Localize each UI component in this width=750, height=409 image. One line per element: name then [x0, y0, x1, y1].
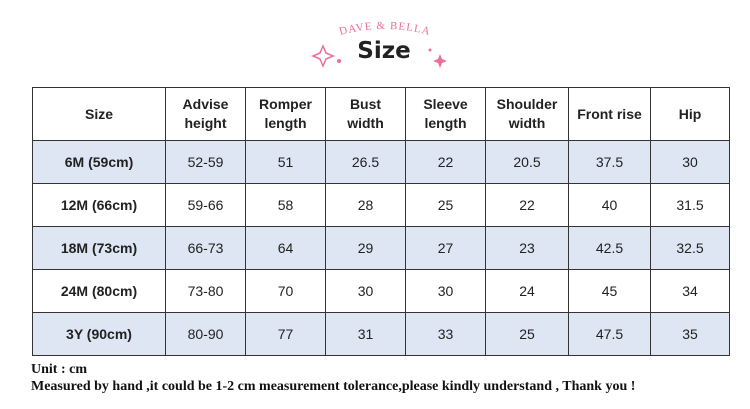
measure-cell: 25 [405, 183, 486, 227]
size-cell: 24M (80cm) [32, 269, 166, 313]
header-row: Size Advise height Romper length Bust width… [32, 87, 730, 141]
brand-text: DAVE & BELLA [338, 20, 431, 38]
column-header: Bust width [325, 87, 406, 141]
size-cell: 12M (66cm) [32, 183, 166, 227]
measure-cell: 31 [325, 312, 406, 356]
brand: DAVE & BELLA [338, 20, 432, 38]
measure-cell: 47.5 [568, 312, 651, 356]
size-cell: 3Y (90cm) [32, 312, 166, 356]
measure-cell: 66-73 [165, 226, 246, 270]
measure-cell: 28 [325, 183, 406, 227]
measure-cell: 33 [405, 312, 486, 356]
sparkle [311, 44, 335, 68]
measure-cell: 80-90 [165, 312, 246, 356]
measure-cell: 45 [568, 269, 651, 313]
sparkle [433, 54, 447, 68]
measure-cell: 37.5 [568, 140, 651, 184]
tolerance-note: Measured by hand ,it could be 1-2 cm mea… [31, 379, 636, 394]
measure-cell: 22 [405, 140, 486, 184]
measure-cell: 30 [650, 140, 730, 184]
measure-cell: 34 [650, 269, 730, 313]
measure-cell: 64 [245, 226, 326, 270]
measure-cell: 40 [568, 183, 651, 227]
measure-cell: 42.5 [568, 226, 651, 270]
table-row: 3Y (90cm) 80-90 77 31 33 25 47.5 35 [32, 312, 730, 356]
measure-cell: 73-80 [165, 269, 246, 313]
measure-cell: 32.5 [650, 226, 730, 270]
table-row: 12M (66cm) 59-66 58 28 25 22 40 31.5 [32, 183, 730, 227]
unit-note: Unit : cm [31, 362, 87, 377]
column-header: Shoulder width [485, 87, 569, 141]
measure-cell: 26.5 [325, 140, 406, 184]
table-row: 6M (59cm) 52-59 51 26.5 22 20.5 37.5 30 [32, 140, 730, 184]
sparkle-dot [337, 59, 341, 63]
measure-cell: 35 [650, 312, 730, 356]
measure-cell: 25 [485, 312, 569, 356]
column-header: Front rise [568, 87, 651, 141]
measure-cell: 22 [485, 183, 569, 227]
table-row: 18M (73cm) 66-73 64 29 27 23 42.5 32.5 [32, 226, 730, 270]
measure-cell: 30 [325, 269, 406, 313]
measure-cell: 27 [405, 226, 486, 270]
title: Size [357, 38, 411, 64]
measure-cell: 70 [245, 269, 326, 313]
size-cell: 6M (59cm) [32, 140, 166, 184]
measure-cell: 52-59 [165, 140, 246, 184]
measure-cell: 51 [245, 140, 326, 184]
column-header: Advise height [165, 87, 246, 141]
measure-cell: 29 [325, 226, 406, 270]
column-header: Sleeve length [405, 87, 486, 141]
measure-cell: 30 [405, 269, 486, 313]
measure-cell: 24 [485, 269, 569, 313]
measure-cell: 77 [245, 312, 326, 356]
brand-header: DAVE & BELLA [311, 20, 447, 68]
column-header: Romper length [245, 87, 326, 141]
measure-cell: 58 [245, 183, 326, 227]
measure-cell: 20.5 [485, 140, 569, 184]
measure-cell: 23 [485, 226, 569, 270]
size-cell: 18M (73cm) [32, 226, 166, 270]
measure-cell: 59-66 [165, 183, 246, 227]
table-row: 24M (80cm) 73-80 70 30 30 24 45 34 [32, 269, 730, 313]
column-header: Hip [650, 87, 730, 141]
column-header: Size [32, 87, 166, 141]
sparkle-dot [428, 48, 432, 52]
size-table: Size Advise height Romper length Bust width… [32, 87, 730, 356]
measure-cell: 31.5 [650, 183, 730, 227]
